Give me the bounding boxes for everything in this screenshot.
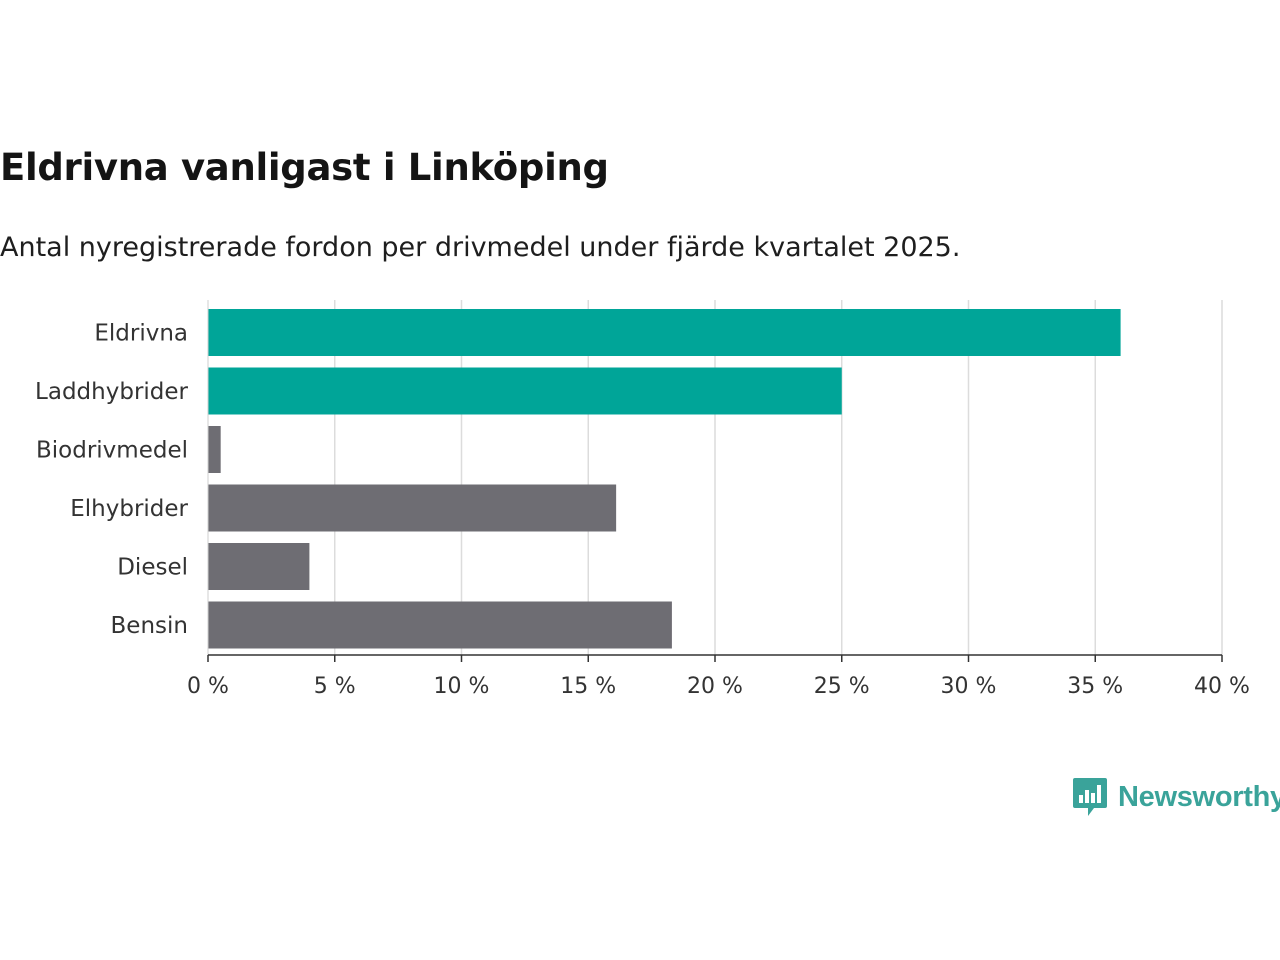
x-tick-label-2: 10 % bbox=[434, 674, 490, 699]
brand-name: Newsworthy bbox=[1118, 780, 1280, 813]
bar-elhybrider bbox=[208, 484, 617, 532]
bar-biodrivmedel bbox=[208, 426, 221, 473]
x-tick-label-5: 25 % bbox=[814, 674, 870, 699]
x-tick-label-6: 30 % bbox=[941, 674, 997, 699]
category-label-diesel: Diesel bbox=[117, 555, 188, 581]
bar-bensin bbox=[208, 601, 672, 649]
bar-eldrivna bbox=[208, 309, 1121, 356]
x-tick-label-1: 5 % bbox=[314, 674, 356, 699]
x-tick-label-3: 15 % bbox=[560, 674, 616, 699]
brand-logo: Newsworthy bbox=[1072, 776, 1280, 818]
x-tick-label-0: 0 % bbox=[187, 674, 229, 699]
x-tick-label-8: 40 % bbox=[1194, 674, 1250, 699]
chart-title: Eldrivna vanligast i Linköping bbox=[0, 146, 609, 189]
category-label-biodrivmedel: Biodrivmedel bbox=[36, 438, 188, 464]
category-label-bensin: Bensin bbox=[111, 613, 188, 639]
category-label-elhybrider: Elhybrider bbox=[70, 496, 188, 522]
x-tick-label-4: 20 % bbox=[687, 674, 743, 699]
newsworthy-logo-icon bbox=[1073, 778, 1107, 816]
category-label-laddhybrider: Laddhybrider bbox=[35, 379, 188, 405]
x-tick-label-7: 35 % bbox=[1067, 674, 1123, 699]
chart-subtitle: Antal nyregistrerade fordon per drivmede… bbox=[0, 232, 961, 263]
bar-diesel bbox=[208, 543, 310, 590]
category-label-eldrivna: Eldrivna bbox=[94, 321, 188, 347]
bar-laddhybrider bbox=[208, 367, 842, 415]
